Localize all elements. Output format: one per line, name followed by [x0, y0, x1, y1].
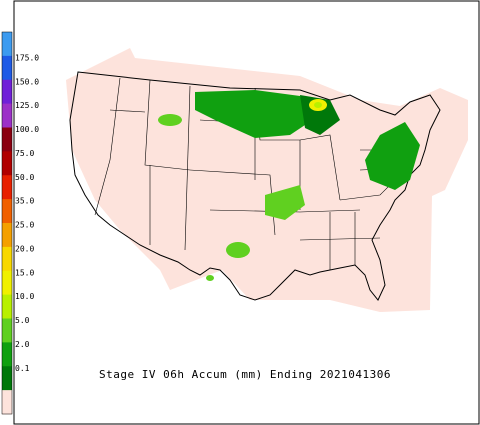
legend-label: 100.0	[15, 125, 39, 134]
legend-swatch	[2, 294, 12, 319]
legend-swatch	[2, 103, 12, 128]
legend-border	[1, 31, 13, 415]
legend-swatch	[2, 270, 12, 296]
legend-swatch	[2, 79, 12, 105]
precip-area	[158, 114, 182, 126]
legend-label: 125.0	[15, 101, 39, 110]
legend-label: 5.0	[15, 316, 30, 325]
legend-swatch	[2, 127, 12, 152]
legend-swatch	[2, 175, 12, 200]
legend-swatch	[2, 151, 12, 176]
legend-label: 75.0	[15, 149, 34, 158]
map-title: Stage IV 06h Accum (mm) Ending 202104130…	[99, 368, 391, 381]
legend-label: 150.0	[15, 77, 39, 86]
precip-area	[265, 185, 305, 220]
legend-swatch	[2, 32, 12, 57]
legend-label: 2.0	[15, 340, 30, 349]
legend-swatch	[2, 55, 12, 81]
legend-swatch	[2, 390, 12, 415]
legend-swatch	[2, 366, 12, 391]
legend-swatch	[2, 342, 12, 367]
coverage-area	[66, 48, 468, 312]
precip-area	[226, 242, 250, 258]
legend-label: 35.0	[15, 197, 34, 206]
precip-areas	[158, 90, 420, 281]
precip-area	[314, 102, 322, 108]
precip-area	[195, 90, 320, 138]
legend-swatch	[2, 246, 12, 272]
legend-swatch	[2, 223, 12, 248]
legend-label: 0.1	[15, 364, 30, 373]
us-outline	[69, 71, 441, 301]
legend: 175.0 150.0 125.0 100.0 75.0 50.0 35.0 25.0 20.0…	[1, 31, 39, 415]
legend-label: 50.0	[15, 173, 34, 182]
legend-swatch	[2, 199, 12, 224]
precip-area	[365, 122, 420, 190]
legend-swatch	[2, 318, 12, 343]
precip-area	[206, 275, 214, 281]
legend-label: 20.0	[15, 244, 34, 253]
legend-label: 25.0	[15, 221, 34, 230]
legend-label: 15.0	[15, 268, 34, 277]
legend-label: 175.0	[15, 53, 39, 62]
legend-label: 10.0	[15, 292, 34, 301]
